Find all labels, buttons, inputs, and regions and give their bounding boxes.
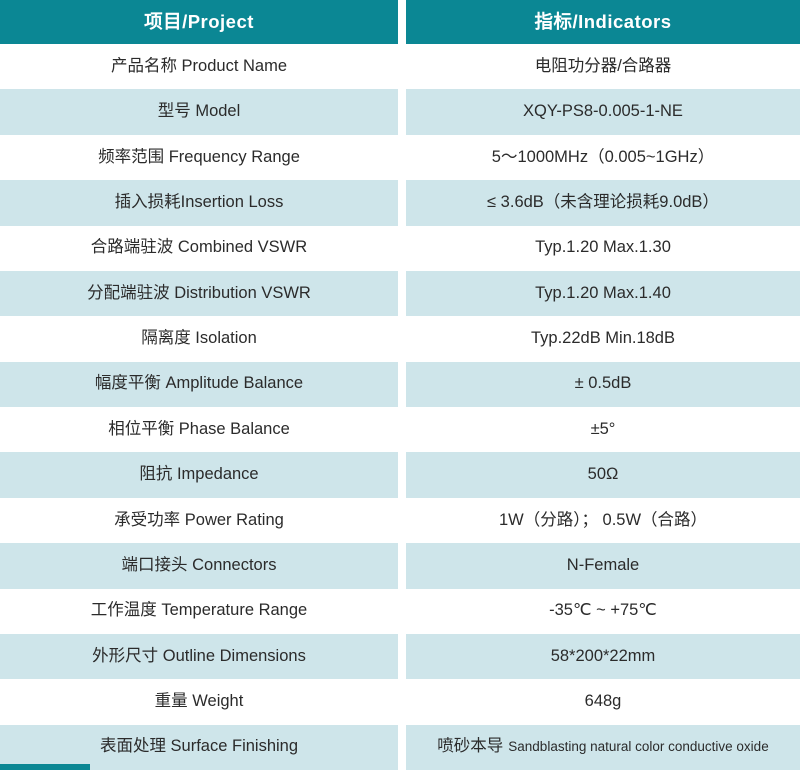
row-value-text: ≤ 3.6dB（未含理论损耗9.0dB）: [487, 192, 719, 211]
row-value: N-Female: [406, 543, 800, 588]
row-value: Typ.1.20 Max.1.30: [406, 226, 800, 271]
column-divider: [398, 633, 406, 680]
column-divider: [398, 180, 406, 226]
table-header-row: 项目/Project 指标/Indicators: [0, 0, 800, 44]
row-value: 648g: [406, 679, 800, 724]
row-value: 50Ω: [406, 452, 800, 497]
column-divider: [398, 543, 406, 589]
table-row: 合路端驻波 Combined VSWR Typ.1.20 Max.1.30: [0, 225, 800, 271]
row-value: ±5°: [406, 407, 800, 452]
table-row: 型号 Model XQY-PS8-0.005-1-NE: [0, 89, 800, 135]
column-divider: [398, 452, 406, 498]
row-value-text: ±5°: [590, 419, 616, 438]
row-value: Typ.22dB Min.18dB: [406, 316, 800, 361]
row-value: 喷砂本导 Sandblasting natural color conductiv…: [406, 725, 800, 770]
header-indicators: 指标/Indicators: [534, 10, 672, 32]
column-divider: [398, 407, 406, 453]
row-label: 幅度平衡 Amplitude Balance: [94, 374, 304, 393]
column-divider: [398, 225, 406, 271]
row-value: ± 0.5dB: [406, 362, 800, 407]
column-divider: [398, 679, 406, 725]
row-value-text: 1W（分路）； 0.5W（合路）: [498, 510, 708, 529]
row-label: 端口接头 Connectors: [121, 555, 277, 574]
table-row: 产品名称 Product Name 电阻功分器/合路器: [0, 44, 800, 90]
row-label: 相位平衡 Phase Balance: [108, 419, 290, 438]
row-value: -35℃ ~ +75℃: [406, 589, 800, 634]
row-value-text: 648g: [584, 692, 622, 711]
column-divider: [398, 89, 406, 135]
row-label: 阻抗 Impedance: [139, 465, 259, 484]
row-value-text: 50Ω: [587, 465, 619, 484]
row-value-text: XQY-PS8-0.005-1-NE: [523, 102, 683, 121]
row-value-text: 5～1000MHz（0.005~1GHz）: [491, 147, 715, 166]
column-divider: [398, 497, 406, 544]
table-row: 插入损耗Insertion Loss ≤ 3.6dB（未含理论损耗9.0dB）: [0, 180, 800, 226]
table-row: 重量 Weight 648g: [0, 679, 800, 725]
row-value: 1W（分路）； 0.5W（合路）: [406, 498, 800, 543]
header-project: 项目/Project: [144, 10, 254, 32]
column-divider: [398, 588, 406, 634]
row-value-text: N-Female: [566, 555, 640, 574]
row-label: 分配端驻波 Distribution VSWR: [87, 283, 311, 302]
row-label: 插入损耗Insertion Loss: [114, 192, 284, 211]
row-value: Typ.1.20 Max.1.40: [406, 271, 800, 316]
row-label: 型号 Model: [157, 102, 241, 121]
row-label: 工作温度 Temperature Range: [90, 601, 308, 620]
row-value-text: -35℃ ~ +75℃: [549, 601, 657, 620]
row-label: 合路端驻波 Combined VSWR: [90, 238, 308, 257]
table-body: 产品名称 Product Name 电阻功分器/合路器型号 Model XQY-PS…: [0, 44, 800, 770]
column-divider: [398, 316, 406, 362]
table-row: 承受功率 Power Rating 1W（分路）； 0.5W（合路）: [0, 497, 800, 544]
column-divider: [398, 724, 406, 770]
table-row: 外形尺寸 Outline Dimensions 58*200*22mm: [0, 633, 800, 680]
row-value: ≤ 3.6dB（未含理论损耗9.0dB）: [406, 180, 800, 225]
row-value: 电阻功分器/合路器: [406, 44, 800, 89]
table-row: 工作温度 Temperature Range -35℃ ~ +75℃: [0, 588, 800, 634]
table-row: 相位平衡 Phase Balance ±5°: [0, 407, 800, 453]
row-value-text: 58*200*22mm: [550, 646, 656, 665]
row-value-text: Typ.22dB Min.18dB: [530, 329, 675, 348]
row-label: 隔离度 Isolation: [141, 329, 257, 348]
next-section-header-sliver: [0, 764, 90, 770]
row-label: 表面处理 Surface Finishing: [99, 737, 299, 756]
row-value-text: Typ.1.20 Max.1.40: [535, 283, 671, 302]
column-divider: [398, 270, 406, 317]
column-divider: [398, 134, 406, 181]
table-row: 端口接头 Connectors N-Female: [0, 543, 800, 589]
table-row: 幅度平衡 Amplitude Balance ± 0.5dB: [0, 361, 800, 407]
row-value-text: Typ.1.20 Max.1.30: [535, 238, 671, 257]
row-label: 承受功率 Power Rating: [114, 510, 284, 529]
row-value-secondary-text: Sandblasting natural color conductive ox…: [508, 739, 769, 755]
table-row: 分配端驻波 Distribution VSWR Typ.1.20 Max.1.40: [0, 270, 800, 317]
table-row: 隔离度 Isolation Typ.22dB Min.18dB: [0, 316, 800, 362]
row-label: 外形尺寸 Outline Dimensions: [92, 646, 306, 665]
column-divider: [398, 44, 406, 90]
table-row: 阻抗 Impedance 50Ω: [0, 452, 800, 498]
column-divider: [398, 361, 406, 407]
row-label: 产品名称 Product Name: [110, 56, 288, 75]
row-value-text: ± 0.5dB: [574, 374, 632, 393]
row-value: XQY-PS8-0.005-1-NE: [406, 89, 800, 134]
table-row: 表面处理 Surface Finishing 喷砂本导 Sandblasting n…: [0, 724, 800, 770]
row-value: 58*200*22mm: [406, 634, 800, 679]
row-value-text: 喷砂本导: [437, 737, 504, 756]
row-label: 重量 Weight: [154, 692, 244, 711]
row-label: 频率范围 Frequency Range: [98, 147, 300, 166]
column-divider: [398, 0, 406, 44]
table-row: 频率范围 Frequency Range 5～1000MHz（0.005~1GHz…: [0, 134, 800, 181]
row-value: 5～1000MHz（0.005~1GHz）: [406, 135, 800, 180]
row-value-text: 电阻功分器/合路器: [534, 56, 672, 75]
